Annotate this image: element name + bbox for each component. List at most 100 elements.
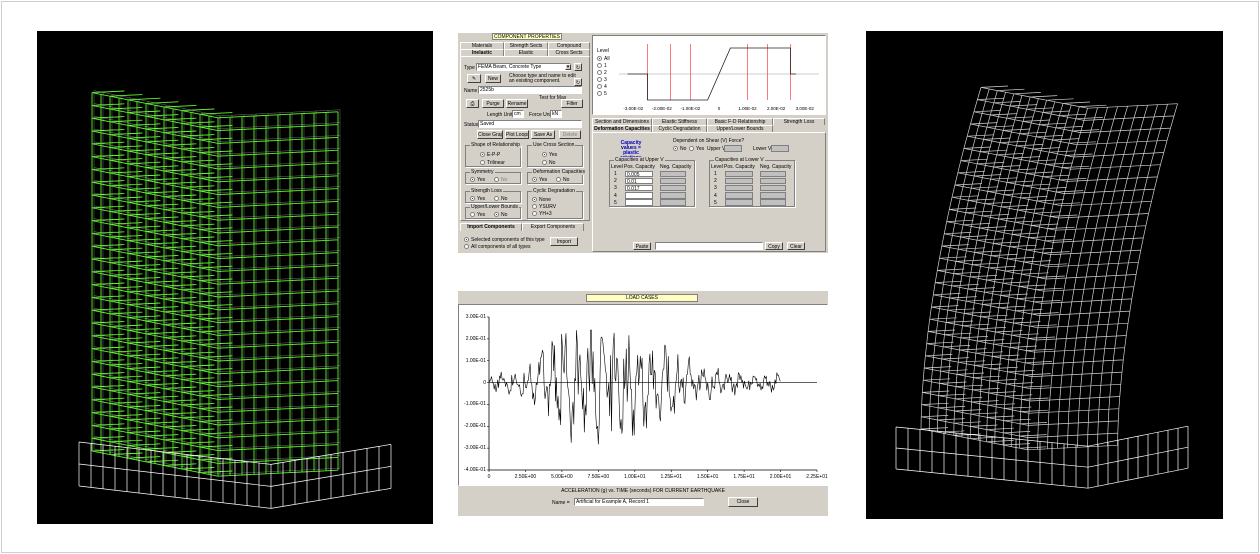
level-radio-4[interactable] (597, 84, 602, 89)
import-all-radio[interactable] (464, 244, 469, 249)
dependent-yes-radio[interactable] (689, 146, 694, 151)
lower-pos-capacity-2[interactable] (725, 177, 753, 185)
tab-import-components[interactable]: Import Components (460, 223, 522, 231)
refresh-icon[interactable]: ↻ (574, 63, 582, 71)
building-wireframe-deformed (895, 85, 1189, 489)
length-unit-field[interactable]: cm (512, 110, 524, 118)
building-model-view-deformed[interactable] (866, 31, 1223, 519)
type-select[interactable]: FEMA Beam, Concrete Type (476, 63, 571, 71)
fd-backbone (627, 47, 797, 101)
shape-group: Shape of Relationship E-P-P Trilinear (465, 142, 521, 167)
fd-curve (617, 38, 823, 104)
defcap-no-radio[interactable] (556, 177, 561, 182)
shape-trilinear-radio[interactable] (480, 160, 485, 165)
new-button-label: New (487, 76, 498, 82)
tab-upper-lower-bounds[interactable]: Upper/Lower Bounds (707, 125, 773, 132)
upper-row-level-5: 5 (614, 199, 617, 206)
dependent-no-radio[interactable] (673, 146, 678, 151)
right-lines (895, 85, 1189, 489)
lower-neg-capacity-4 (760, 192, 786, 199)
building-model-view-undeformed[interactable] (37, 31, 433, 524)
tab-strength-sects[interactable]: Strength Sects (504, 42, 548, 49)
new-hint: Choose type and name to edit an existing… (509, 73, 576, 84)
copy-button[interactable]: Copy (765, 242, 783, 250)
acc-y-tick-6: -3.00E-01 (464, 445, 486, 452)
delete-button[interactable]: Delete (559, 130, 581, 139)
tab-section-dimensions[interactable]: Section and Dimensions (592, 118, 652, 125)
filter-button[interactable]: Filter (561, 99, 583, 108)
strength-loss-no-radio[interactable] (494, 196, 499, 201)
lower-v-label: Lower V (753, 146, 772, 152)
upper-pos-capacity-4[interactable] (625, 192, 653, 199)
symmetry-no-radio[interactable] (494, 177, 499, 182)
lower-pos-capacity-1[interactable] (725, 170, 753, 177)
tab-cross-sects[interactable]: Cross Sects (548, 49, 590, 56)
lower-pos-capacity-3[interactable] (725, 184, 753, 192)
paste-field[interactable] (655, 242, 763, 250)
type-dropdown-button[interactable]: ▾ (565, 64, 571, 70)
upper-pos-capacity-2[interactable]: 0.01 (625, 177, 653, 185)
refresh-icon-2[interactable]: ↻ (574, 78, 582, 86)
lower-v-field (771, 145, 789, 152)
left-white-lines (93, 90, 341, 475)
ulb-no-radio[interactable] (494, 212, 499, 217)
lower-row-level-1: 1 (714, 171, 717, 177)
import-button[interactable]: Import (550, 237, 578, 246)
name-select[interactable]: 2525b (478, 86, 582, 94)
plot-loops-button[interactable]: Plot Loops (505, 130, 529, 139)
upper-pos-capacity-3[interactable]: 0.017 (625, 184, 653, 192)
save-as-button[interactable]: Save As (531, 130, 555, 139)
force-unit-field[interactable]: kN (550, 110, 562, 118)
lower-row-level-2: 2 (714, 178, 717, 185)
level-radio-5[interactable] (597, 91, 602, 96)
ulb-yes-radio[interactable] (470, 212, 475, 217)
tab-cyclic-degradation[interactable]: Cyclic Degradation (652, 125, 707, 132)
level-radio-1[interactable] (597, 63, 602, 68)
print-icon[interactable]: ⎙ (466, 99, 479, 108)
new-button[interactable]: New (485, 74, 501, 83)
tab-materials[interactable]: Materials (460, 42, 504, 49)
load-case-name-field[interactable]: Artificial for Example A, Record 1 (574, 498, 704, 506)
tab-elastic-stiffness[interactable]: Elastic Stiffness (652, 118, 707, 125)
lower-col-pos: Pos. Capacity (724, 164, 755, 170)
defcap-yes-radio[interactable] (532, 177, 537, 182)
tab-deformation-capacities[interactable]: Deformation Capacities (592, 125, 652, 132)
cyclic-ysurv-radio[interactable] (532, 204, 537, 209)
rename-button[interactable]: Rename (506, 99, 528, 108)
lower-pos-capacity-4[interactable] (725, 192, 753, 199)
tab-basic-fd[interactable]: Basic F-D Relationship (707, 118, 773, 125)
tab-strength-loss[interactable]: Strength Loss (773, 118, 825, 125)
tab-elastic[interactable]: Elastic (504, 49, 548, 56)
tab-compound[interactable]: Compound (548, 42, 590, 49)
load-cases-close-button[interactable]: Close (728, 497, 758, 507)
shape-epp-radio[interactable] (480, 152, 485, 157)
lower-pos-capacity-5[interactable] (725, 199, 753, 206)
level-radio-3[interactable] (597, 77, 602, 82)
import-selected-radio[interactable] (464, 237, 469, 242)
purge-button[interactable]: Purge (482, 99, 504, 108)
deformation-capacities-group: Deformation Capacities Yes No (527, 169, 586, 184)
paste-button[interactable]: Paste (633, 242, 651, 250)
tab-export-components[interactable]: Export Components (522, 223, 584, 231)
cyclic-none-radio[interactable] (532, 197, 537, 202)
level-radio-2[interactable] (597, 70, 602, 75)
acc-x-tick-2: 5.00E+00 (551, 474, 573, 480)
tab-inelastic[interactable]: Inelastic (460, 49, 504, 56)
strength-loss-group-title: Strength Loss (470, 188, 503, 194)
cyclic-yh-label: YH+3 (539, 211, 552, 217)
cross-no-radio[interactable] (542, 160, 547, 165)
upper-pos-capacity-5[interactable] (625, 199, 653, 206)
acc-x-tick-4: 1.00E+01 (623, 474, 646, 480)
acc-x-tick-7: 1.75E+01 (733, 474, 755, 480)
tool-icon[interactable]: ✎ (467, 74, 481, 83)
upper-pos-capacity-1[interactable]: 0.005 (625, 170, 653, 177)
cyclic-yh-radio[interactable] (532, 211, 537, 216)
close-graph-button[interactable]: Close Graph (477, 130, 503, 139)
cross-yes-radio[interactable] (542, 152, 547, 157)
level-radio-All[interactable] (597, 56, 602, 61)
strength-loss-yes-radio[interactable] (470, 196, 475, 201)
fd-x-tick-0: -3.00E-02 (623, 106, 644, 111)
clear-button[interactable]: Clear (787, 242, 805, 250)
symmetry-yes-radio[interactable] (470, 177, 475, 182)
